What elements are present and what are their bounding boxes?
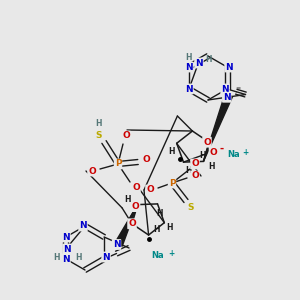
Text: P: P <box>115 160 121 169</box>
Text: N: N <box>63 244 71 253</box>
Text: Na: Na <box>227 150 240 159</box>
Text: O: O <box>128 219 136 228</box>
Text: =: = <box>236 86 241 91</box>
Text: N: N <box>223 93 231 102</box>
Text: H: H <box>166 223 172 232</box>
Text: H: H <box>54 253 60 262</box>
Text: +: + <box>168 248 174 257</box>
Text: H: H <box>153 226 160 235</box>
Text: H: H <box>185 166 192 175</box>
Text: O: O <box>191 160 199 169</box>
Text: N: N <box>62 232 70 242</box>
Text: O: O <box>146 185 154 194</box>
Text: O: O <box>132 184 140 193</box>
Text: N: N <box>102 253 110 262</box>
Text: O: O <box>142 155 150 164</box>
Text: N: N <box>221 85 229 94</box>
Polygon shape <box>203 94 232 161</box>
Text: H: H <box>75 253 81 262</box>
Text: H: H <box>124 195 131 204</box>
Text: H: H <box>156 209 163 218</box>
Text: O: O <box>132 202 140 211</box>
Text: N: N <box>79 221 87 230</box>
Text: O: O <box>203 138 211 147</box>
Text: H: H <box>206 55 212 64</box>
Text: -: - <box>219 144 224 154</box>
Text: N: N <box>113 240 120 249</box>
Text: O: O <box>210 148 218 157</box>
Text: N: N <box>225 62 233 71</box>
Text: H: H <box>168 147 175 156</box>
Text: Na: Na <box>152 251 164 260</box>
Text: N: N <box>62 254 70 263</box>
Polygon shape <box>115 205 137 246</box>
Text: O: O <box>191 172 199 181</box>
Text: +: + <box>242 148 249 157</box>
Text: S: S <box>188 202 194 211</box>
Text: H: H <box>96 119 102 128</box>
Text: N: N <box>185 85 193 94</box>
Text: P: P <box>169 178 175 188</box>
Text: H: H <box>208 162 215 171</box>
Text: N: N <box>185 62 193 71</box>
Text: H: H <box>186 52 192 62</box>
Text: O: O <box>122 131 130 140</box>
Text: S: S <box>96 130 102 140</box>
Text: H: H <box>200 152 206 160</box>
Text: O: O <box>88 167 96 176</box>
Text: N: N <box>195 58 203 68</box>
